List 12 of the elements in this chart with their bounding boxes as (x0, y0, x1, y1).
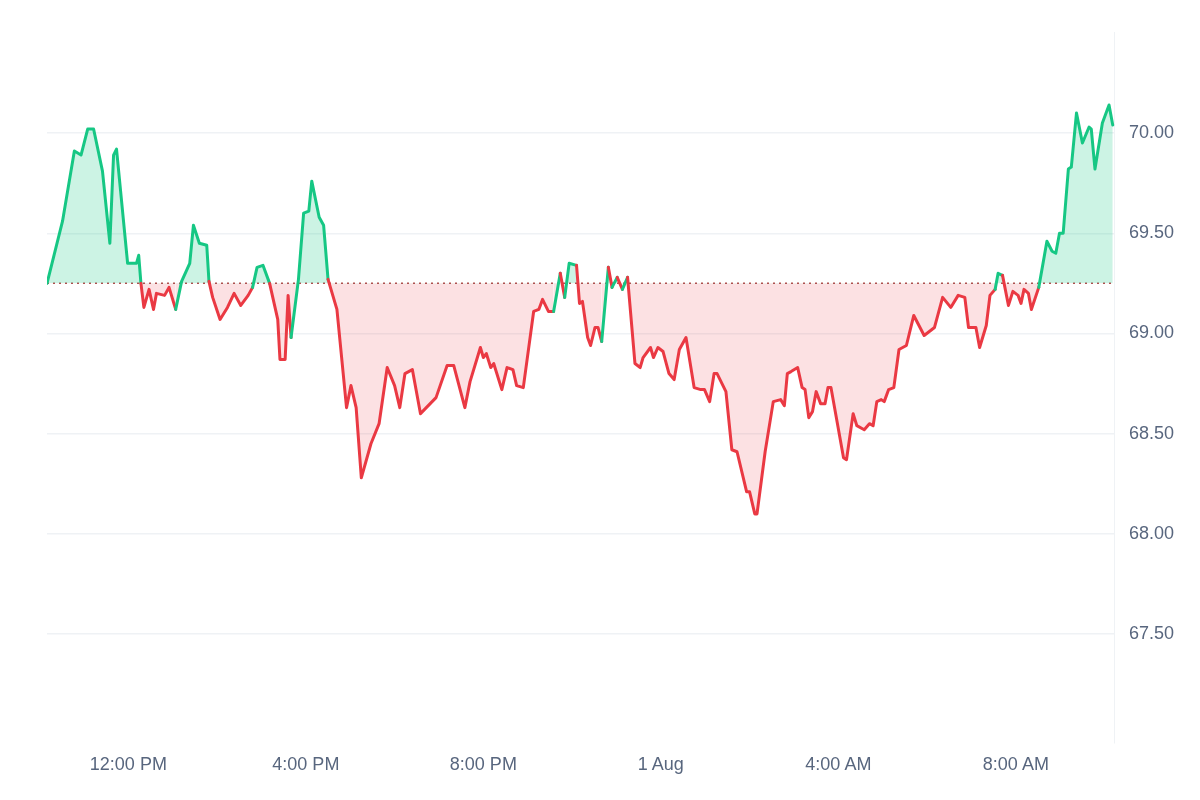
x-tick-label: 12:00 PM (89, 754, 167, 775)
y-tick-label: 69.00 (1128, 322, 1174, 343)
y-tick-label: 68.00 (1128, 522, 1174, 543)
x-tick-label: 8:00 PM (449, 754, 517, 775)
y-tick-label: 69.50 (1128, 222, 1174, 243)
y-tick-label: 68.50 (1128, 422, 1174, 443)
x-tick-label: 1 Aug (637, 754, 684, 775)
y-tick-label: 70.00 (1128, 121, 1174, 142)
y-tick-label: 67.50 (1128, 623, 1174, 644)
x-tick-label: 4:00 PM (272, 754, 340, 775)
x-tick-label: 8:00 AM (982, 754, 1049, 775)
x-tick-label: 4:00 AM (805, 754, 872, 775)
